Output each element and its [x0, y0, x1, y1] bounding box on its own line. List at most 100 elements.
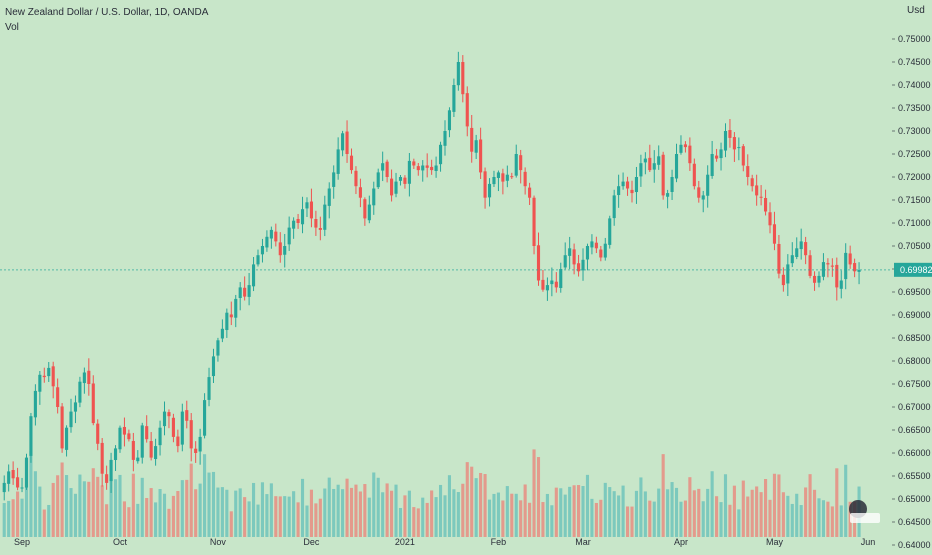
- candle[interactable]: [572, 249, 576, 265]
- candle[interactable]: [585, 246, 590, 260]
- candle[interactable]: [20, 487, 24, 489]
- candle[interactable]: [341, 133, 345, 151]
- candle[interactable]: [260, 246, 265, 255]
- candle[interactable]: [403, 177, 407, 184]
- candle[interactable]: [510, 176, 514, 178]
- candle[interactable]: [853, 263, 857, 272]
- candle[interactable]: [287, 227, 291, 245]
- candle[interactable]: [550, 280, 554, 285]
- candle[interactable]: [657, 156, 661, 165]
- candle[interactable]: [835, 264, 839, 288]
- candle[interactable]: [372, 188, 376, 206]
- candle[interactable]: [185, 410, 189, 421]
- candle[interactable]: [24, 457, 29, 488]
- candle[interactable]: [741, 146, 745, 166]
- candle[interactable]: [666, 193, 670, 197]
- candle[interactable]: [732, 137, 736, 150]
- candle[interactable]: [283, 246, 287, 255]
- candle[interactable]: [706, 174, 710, 196]
- candle[interactable]: [118, 427, 122, 450]
- candle[interactable]: [496, 172, 500, 178]
- candle[interactable]: [127, 433, 131, 440]
- candle[interactable]: [683, 144, 687, 148]
- candle[interactable]: [599, 249, 603, 258]
- candle[interactable]: [536, 245, 541, 281]
- candle[interactable]: [207, 377, 211, 400]
- candle[interactable]: [78, 381, 82, 403]
- candle[interactable]: [723, 131, 728, 151]
- candle[interactable]: [688, 145, 692, 164]
- candle[interactable]: [759, 196, 763, 198]
- candle[interactable]: [728, 130, 732, 138]
- candle[interactable]: [336, 149, 340, 174]
- candle[interactable]: [456, 62, 460, 86]
- candle[interactable]: [220, 328, 224, 339]
- candle[interactable]: [781, 274, 785, 286]
- candle[interactable]: [697, 187, 701, 198]
- candle[interactable]: [719, 149, 723, 159]
- candle[interactable]: [149, 441, 153, 458]
- candle[interactable]: [394, 181, 398, 194]
- candle[interactable]: [416, 166, 420, 171]
- candle[interactable]: [430, 166, 434, 171]
- candle[interactable]: [715, 155, 719, 159]
- candle[interactable]: [296, 218, 300, 223]
- candle[interactable]: [216, 340, 220, 356]
- candle[interactable]: [786, 264, 790, 284]
- candle[interactable]: [332, 172, 336, 187]
- candle[interactable]: [554, 281, 558, 288]
- candle[interactable]: [821, 262, 826, 277]
- candle[interactable]: [47, 367, 51, 377]
- candle[interactable]: [808, 255, 812, 276]
- candle[interactable]: [492, 177, 496, 185]
- candle[interactable]: [590, 241, 594, 248]
- candle[interactable]: [398, 177, 403, 181]
- candle[interactable]: [487, 183, 492, 198]
- candle[interactable]: [412, 161, 416, 166]
- candle[interactable]: [318, 228, 322, 230]
- candle[interactable]: [82, 372, 86, 384]
- candle[interactable]: [29, 416, 33, 456]
- candle[interactable]: [625, 181, 630, 189]
- candle[interactable]: [528, 187, 532, 198]
- candle[interactable]: [189, 420, 193, 449]
- candle[interactable]: [634, 177, 639, 193]
- candle[interactable]: [345, 131, 349, 154]
- candle[interactable]: [768, 212, 772, 226]
- candle[interactable]: [131, 440, 135, 460]
- candle[interactable]: [16, 477, 20, 488]
- candle[interactable]: [532, 197, 536, 246]
- candle[interactable]: [390, 178, 394, 196]
- candle[interactable]: [203, 400, 207, 436]
- candle[interactable]: [292, 220, 296, 229]
- candle[interactable]: [826, 263, 830, 265]
- candle[interactable]: [501, 173, 505, 182]
- candle[interactable]: [109, 459, 113, 482]
- candle[interactable]: [385, 161, 389, 177]
- candle[interactable]: [603, 243, 607, 258]
- candle[interactable]: [73, 402, 78, 412]
- candle[interactable]: [750, 178, 754, 187]
- candle[interactable]: [171, 417, 175, 437]
- candle[interactable]: [42, 375, 46, 378]
- candle[interactable]: [710, 154, 714, 177]
- candle[interactable]: [274, 231, 278, 242]
- price-axis[interactable]: 0.75000 0.74500 0.74000 0.73500 0.73000 0.725…: [892, 34, 931, 550]
- candle[interactable]: [421, 165, 425, 171]
- candle[interactable]: [425, 165, 429, 168]
- candle[interactable]: [180, 411, 184, 445]
- candle[interactable]: [278, 242, 282, 256]
- candle[interactable]: [839, 280, 843, 289]
- candle[interactable]: [764, 197, 768, 212]
- candle[interactable]: [679, 144, 683, 153]
- candle[interactable]: [211, 356, 216, 377]
- symbol-title[interactable]: New Zealand Dollar / U.S. Dollar, 1D, OA…: [5, 7, 209, 18]
- candle[interactable]: [300, 209, 305, 225]
- candle[interactable]: [661, 154, 665, 196]
- candle[interactable]: [176, 436, 180, 447]
- candle[interactable]: [198, 436, 202, 452]
- candle[interactable]: [238, 287, 242, 299]
- candle[interactable]: [737, 147, 741, 149]
- candle[interactable]: [817, 275, 821, 283]
